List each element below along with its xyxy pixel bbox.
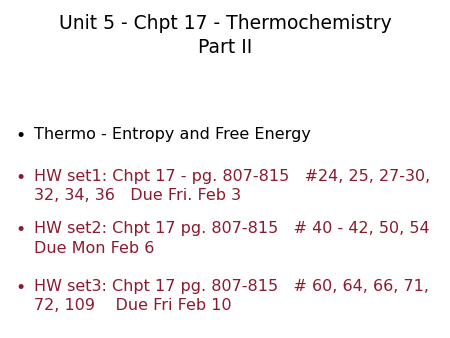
Text: •: •: [16, 221, 26, 239]
Text: HW set3: Chpt 17 pg. 807-815   # 60, 64, 66, 71,
72, 109    Due Fri Feb 10: HW set3: Chpt 17 pg. 807-815 # 60, 64, 6…: [34, 279, 429, 313]
Text: •: •: [16, 127, 26, 145]
Text: HW set1: Chpt 17 - pg. 807-815   #24, 25, 27-30,
32, 34, 36   Due Fri. Feb 3: HW set1: Chpt 17 - pg. 807-815 #24, 25, …: [34, 169, 430, 203]
Text: HW set2: Chpt 17 pg. 807-815   # 40 - 42, 50, 54
Due Mon Feb 6: HW set2: Chpt 17 pg. 807-815 # 40 - 42, …: [34, 221, 429, 256]
Text: •: •: [16, 169, 26, 187]
Text: •: •: [16, 279, 26, 297]
Text: Unit 5 - Chpt 17 - Thermochemistry
Part II: Unit 5 - Chpt 17 - Thermochemistry Part …: [58, 14, 392, 57]
Text: Thermo - Entropy and Free Energy: Thermo - Entropy and Free Energy: [34, 127, 310, 142]
